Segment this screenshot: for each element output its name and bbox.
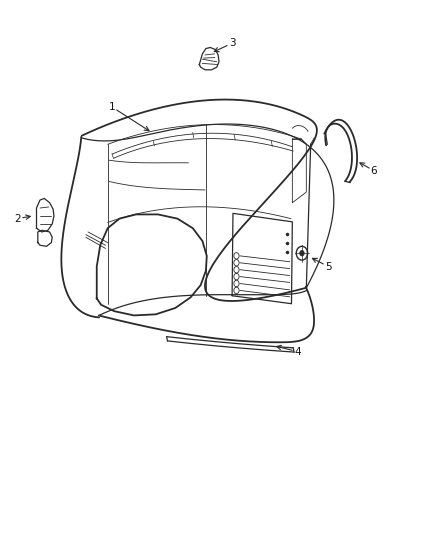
Text: 6: 6 bbox=[371, 166, 377, 176]
Text: 5: 5 bbox=[325, 262, 332, 271]
Circle shape bbox=[300, 251, 304, 256]
Text: 1: 1 bbox=[109, 102, 115, 112]
Text: 3: 3 bbox=[229, 38, 235, 48]
Text: 2: 2 bbox=[14, 214, 21, 224]
Text: 4: 4 bbox=[294, 346, 301, 357]
